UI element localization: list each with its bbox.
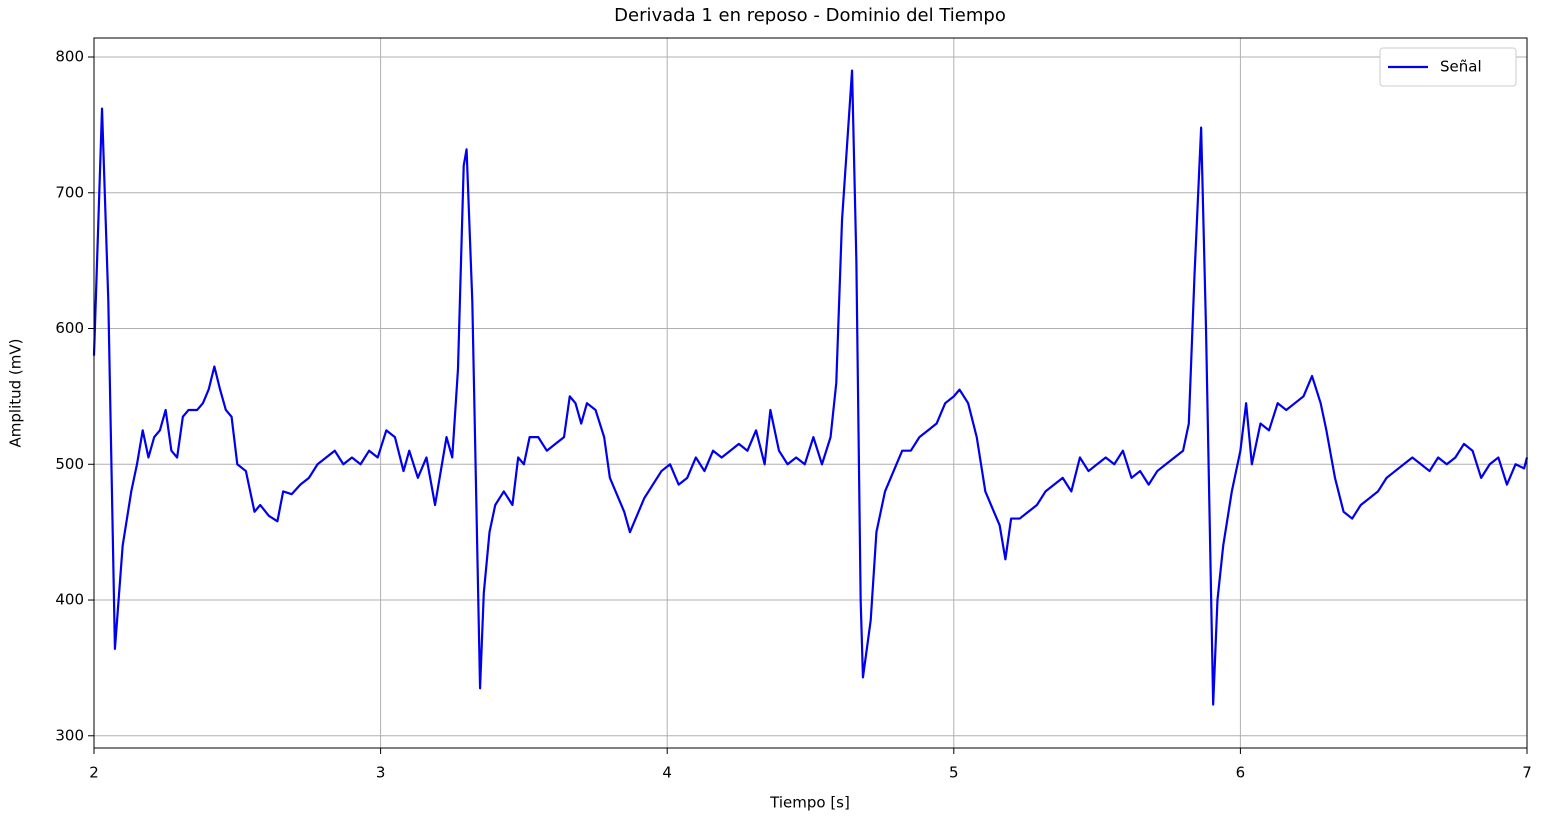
y-tick-label: 600 — [55, 319, 84, 337]
chart-title: Derivada 1 en reposo - Dominio del Tiemp… — [614, 5, 1006, 26]
x-tick-label: 2 — [89, 764, 99, 782]
y-tick-label: 400 — [55, 591, 84, 609]
x-axis-label: Tiempo [s] — [769, 794, 850, 812]
x-tick-label: 4 — [662, 764, 672, 782]
y-tick-label: 800 — [55, 48, 84, 66]
y-axis-label: Amplitud (mV) — [7, 339, 25, 448]
legend-box — [1379, 47, 1517, 87]
y-tick-label: 300 — [55, 726, 84, 744]
series-line — [92, 69, 1529, 706]
y-tick-label: 700 — [55, 183, 84, 201]
legend-label: Señal — [1440, 58, 1482, 76]
x-tick-label: 6 — [1236, 764, 1246, 782]
y-tick-label: 500 — [55, 455, 84, 473]
x-tick-label: 3 — [376, 764, 386, 782]
plot-frame — [93, 37, 1528, 749]
x-tick-label: 5 — [949, 764, 959, 782]
x-tick-label: 7 — [1522, 764, 1532, 782]
